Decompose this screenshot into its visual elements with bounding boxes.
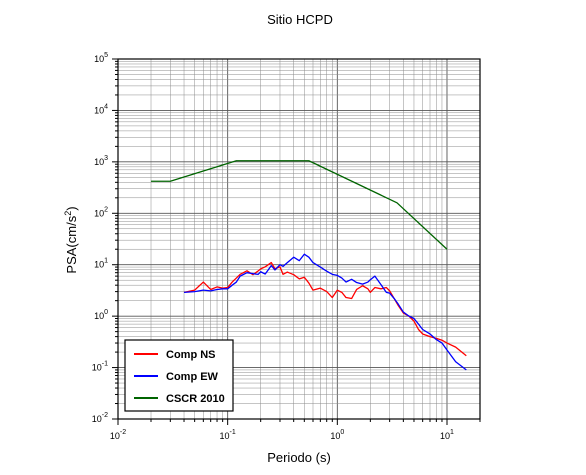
x-tick-label-exp: -2	[120, 429, 126, 436]
legend-label-cscr-2010: CSCR 2010	[166, 393, 225, 405]
y-tick-label: 104	[94, 103, 108, 115]
x-tick-label-base: 10	[110, 431, 120, 441]
y-axis-label-base: PSA(cm/s	[64, 215, 79, 273]
y-tick-label-base: 10	[94, 311, 104, 321]
series-line-comp-ew	[183, 253, 467, 371]
y-tick-label-base: 10	[94, 208, 104, 218]
x-tick-label: 10-2	[110, 429, 126, 441]
x-tick-label: 101	[440, 429, 454, 441]
y-axis-label-close: )	[64, 206, 79, 210]
y-tick-label-exp: -1	[102, 361, 108, 368]
x-tick-label: 10-1	[220, 429, 236, 441]
legend: Comp NS Comp EW CSCR 2010	[124, 339, 234, 412]
y-tick-label-base: 10	[94, 260, 104, 270]
y-tick-label-base: 10	[92, 363, 102, 373]
y-tick-label-exp: 3	[104, 155, 108, 162]
series-line-cscr-2010	[151, 160, 448, 250]
series-line-comp-ns	[183, 261, 467, 357]
x-tick-label: 100	[330, 429, 344, 441]
y-tick-label-exp: 4	[104, 103, 108, 110]
x-tick-label-base: 10	[220, 431, 230, 441]
y-axis-label: PSA(cm/s2)	[63, 206, 79, 273]
y-tick-label-exp: -2	[102, 412, 108, 419]
plot-frame	[117, 58, 481, 420]
x-tick-label-exp: -1	[230, 429, 236, 436]
y-tick-label-base: 10	[94, 54, 104, 64]
y-axis-label-exp: 2	[63, 211, 73, 216]
y-tick-label-base: 10	[94, 105, 104, 115]
y-tick-label: 103	[94, 155, 108, 167]
grid-lines	[117, 58, 481, 420]
legend-label-comp-ew: Comp EW	[166, 371, 219, 383]
x-tick-label-exp: 0	[340, 429, 344, 436]
series-lines	[151, 160, 467, 371]
y-tick-label-exp: 2	[104, 206, 108, 213]
y-tick-label-base: 10	[94, 157, 104, 167]
x-tick-label-exp: 1	[450, 429, 454, 436]
legend-label-comp-ns: Comp NS	[166, 349, 216, 361]
x-tick-label-base: 10	[440, 431, 450, 441]
chart-title: Sitio HCPD	[267, 12, 333, 27]
x-axis-label: Periodo (s)	[267, 450, 331, 465]
x-tick-label-base: 10	[330, 431, 340, 441]
y-tick-label: 10-2	[92, 412, 108, 424]
y-tick-label: 105	[94, 52, 108, 64]
y-tick-label: 101	[94, 258, 108, 270]
y-tick-label: 102	[94, 206, 108, 218]
y-tick-label: 10-1	[92, 361, 108, 373]
y-tick-label-exp: 0	[104, 309, 108, 316]
y-tick-label-exp: 1	[104, 258, 108, 265]
y-tick-label-exp: 5	[104, 52, 108, 59]
y-tick-label: 100	[94, 309, 108, 321]
y-tick-label-base: 10	[92, 414, 102, 424]
